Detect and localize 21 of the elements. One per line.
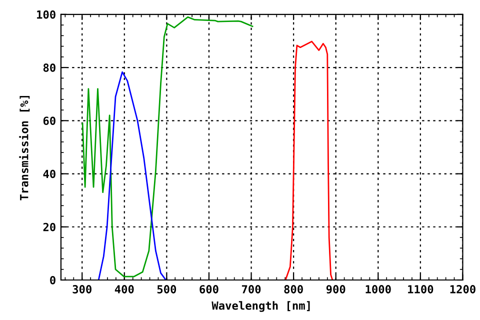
x-axis-title: Wavelength [nm] — [212, 301, 310, 312]
x-tick-label: 400 — [114, 285, 134, 294]
line-series — [98, 71, 167, 280]
y-tick-label: 40 — [43, 170, 56, 178]
y-tick-label: 0 — [50, 276, 56, 284]
y-tick-label: 80 — [43, 63, 56, 72]
y-axis-title: Transmission [%] — [19, 96, 30, 200]
y-tick-label: 100 — [37, 10, 56, 19]
x-tick-label: 300 — [72, 285, 92, 294]
line-series — [284, 40, 334, 280]
x-tick-label: 500 — [157, 285, 176, 294]
x-tick-label: 800 — [284, 285, 303, 294]
line-series — [82, 16, 254, 278]
x-tick-label: 1100 — [408, 285, 434, 294]
x-tick-label: 900 — [326, 285, 346, 294]
x-tick-label: 700 — [242, 285, 261, 294]
x-tick-label: 1200 — [450, 285, 476, 294]
y-tick-label: 20 — [43, 222, 56, 232]
x-tick-label: 600 — [200, 285, 218, 294]
y-tick-label: 60 — [43, 116, 56, 126]
x-tick-label: 1000 — [366, 285, 391, 294]
